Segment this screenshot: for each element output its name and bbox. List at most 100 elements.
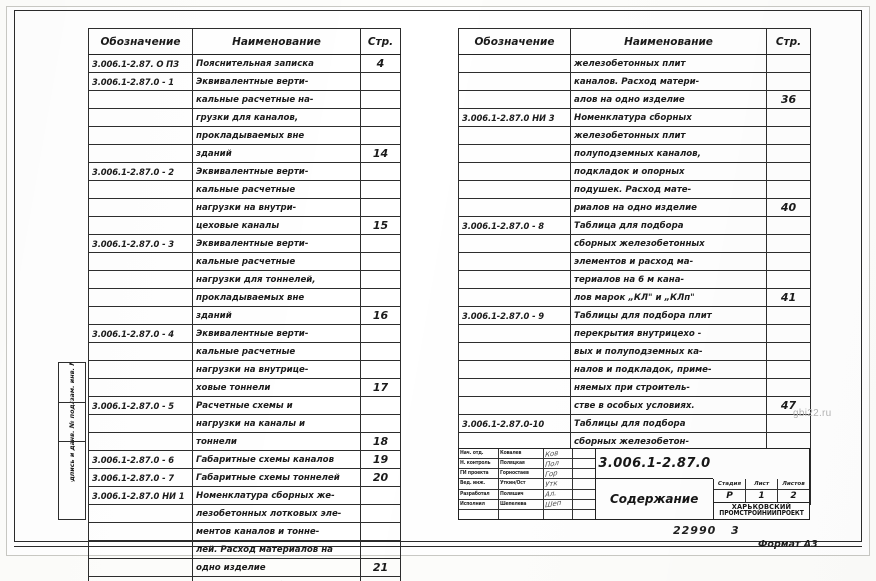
- table-row: териалов на 6 м кана-: [458, 270, 811, 289]
- table-row: 3.006.1-2.87.0 НИ 2Номенклатура сборных: [88, 576, 401, 581]
- cell-name: кальные расчетные на-: [192, 90, 361, 109]
- cell-designation: [88, 216, 193, 235]
- signature-mark: Утк: [544, 479, 573, 489]
- signature-date: [573, 500, 594, 509]
- cell-name: няемых при строитель-: [570, 378, 767, 397]
- table-row: кальные расчетные: [88, 180, 401, 199]
- table-row: полуподземных каналов,: [458, 144, 811, 163]
- cell-name: Расчетные схемы и: [192, 396, 361, 415]
- cell-name: подушек. Расход мате-: [570, 180, 767, 199]
- cell-page: 47: [766, 396, 811, 415]
- cell-name: грузки для каналов,: [192, 108, 361, 127]
- stage-header-row: Стадия Лист Листов: [714, 479, 809, 490]
- cell-name: Габаритные схемы тоннелей: [192, 468, 361, 487]
- signature-name: Шепелева: [499, 499, 544, 509]
- table-row: зданий 14: [88, 144, 401, 163]
- cell-designation: [458, 126, 571, 145]
- cell-name: ментов каналов и тонне-: [192, 522, 361, 541]
- cell-name: риалов на одно изделие: [570, 198, 767, 217]
- cell-designation: [458, 252, 571, 271]
- cell-name: вых и полуподземных ка-: [570, 342, 767, 361]
- cell-designation: 3.006.1-2.87. О ПЗ: [88, 54, 193, 73]
- cell-designation: 3.006.1-2.87.0 - 8: [458, 216, 571, 235]
- cell-designation: 3.006.1-2.87.0 - 2: [88, 162, 193, 181]
- table-row: лей. Расход материалов на: [88, 540, 401, 559]
- cell-page: [360, 396, 401, 415]
- cell-page: [360, 288, 401, 307]
- cell-name: Таблица для подбора: [570, 216, 767, 235]
- signature-name: Горностаев: [499, 469, 544, 479]
- cell-name: тоннели: [192, 432, 361, 451]
- table-row: 3.006.1-2.87.0 - 5 Расчетные схемы и: [88, 396, 401, 415]
- table-row: 3.006.1-2.87.0 - 4 Эквивалентные верти-: [88, 324, 401, 343]
- cell-page: [766, 306, 811, 325]
- cell-page: [766, 180, 811, 199]
- table-row: нагрузки на внутрице-: [88, 360, 401, 379]
- signature-role: [459, 509, 499, 519]
- cell-page: 16: [360, 306, 401, 325]
- organization-line-2: ПРОМСТРОЙНИИПРОЕКТ: [719, 509, 804, 518]
- signature-name-text: Поляцкая: [500, 461, 525, 467]
- cell-designation: [88, 540, 193, 559]
- cell-designation: [458, 198, 571, 217]
- signature-mark: [544, 509, 573, 519]
- stage-value: Р: [726, 491, 733, 501]
- cell-page: [766, 360, 811, 379]
- table-row: элементов и расход ма-: [458, 252, 811, 271]
- organization-line-1: ХАРЬКОВСКИЙ: [731, 502, 792, 512]
- signature-name: Уткин/Ост: [499, 479, 544, 489]
- cell-designation: [458, 144, 571, 163]
- title-block-right: Стадия Лист Листов Р 1 2 ХАРЬКОВСКИЙ ПРО…: [713, 479, 809, 519]
- stage-header-label: Стадия: [717, 481, 742, 487]
- cell-page: [360, 162, 401, 181]
- column-header-page: Стр.: [766, 28, 811, 55]
- table-row: 3.006.1-2.87.0 - 8 Таблица для подбора: [458, 216, 811, 235]
- cell-name: зданий: [192, 144, 361, 163]
- cell-page: 18: [360, 432, 401, 451]
- table-row: прокладываемых вне: [88, 288, 401, 307]
- cell-designation: [88, 504, 193, 523]
- cell-designation: [88, 360, 193, 379]
- cell-page: 36: [766, 90, 811, 109]
- table-row: 3.006.1-2.87.0 - 6 Габаритные схемы канал…: [88, 450, 401, 469]
- signature-date: [573, 449, 594, 458]
- signature-role-text: Исполнил: [460, 501, 485, 507]
- cell-designation: [88, 108, 193, 127]
- cell-name: железобетонных плит: [570, 54, 767, 73]
- cell-name: нагрузки на внутрице-: [192, 360, 361, 379]
- cell-designation: 3.006.1-2.87.0 - 6: [88, 450, 193, 469]
- cell-page: [360, 252, 401, 271]
- sheet-header-label: Лист: [753, 481, 770, 487]
- side-stamp-field-label: Инв. № подл.: [68, 402, 76, 442]
- cell-name: элементов и расход ма-: [570, 252, 767, 271]
- table-row: грузки для каналов,: [88, 108, 401, 127]
- cell-designation: 3.006.1-2.87.0 - 9: [458, 306, 571, 325]
- cell-name: сборных железобетонных: [570, 234, 767, 253]
- cell-page: [360, 72, 401, 91]
- signature-mark: Гор: [544, 469, 573, 479]
- stage-header-cell: Стадия: [714, 479, 746, 489]
- cell-name: железобетонных плит: [570, 126, 767, 145]
- signature-name-text: Уткин/Ост: [500, 481, 526, 487]
- table-row: ховые тоннели 17: [88, 378, 401, 397]
- side-stamp-field: Инв. № подл.: [59, 402, 85, 442]
- cell-page: [360, 126, 401, 145]
- cell-designation: [88, 432, 193, 451]
- document-title: Содержание: [610, 492, 699, 506]
- table-row: подкладок и опорных: [458, 162, 811, 181]
- table-row: ментов каналов и тонне-: [88, 522, 401, 541]
- table-row: стве в особых условиях. 47: [458, 396, 811, 415]
- cell-name: нагрузки для тоннелей,: [192, 270, 361, 289]
- cell-page: 41: [766, 288, 811, 307]
- cell-page: [766, 108, 811, 127]
- cell-page: 15: [360, 216, 401, 235]
- cell-name: лезобетонных лотковых эле-: [192, 504, 361, 523]
- cell-page: [766, 342, 811, 361]
- table-body-right: железобетонных плит каналов. Расход матер…: [458, 54, 811, 505]
- cell-designation: [88, 558, 193, 577]
- cell-name: Эквивалентные верти-: [192, 72, 361, 91]
- column-header-name: Наименование: [192, 28, 361, 55]
- cell-designation: [88, 270, 193, 289]
- signature-role: Н. контроль: [459, 459, 499, 469]
- signature-name: [499, 509, 544, 519]
